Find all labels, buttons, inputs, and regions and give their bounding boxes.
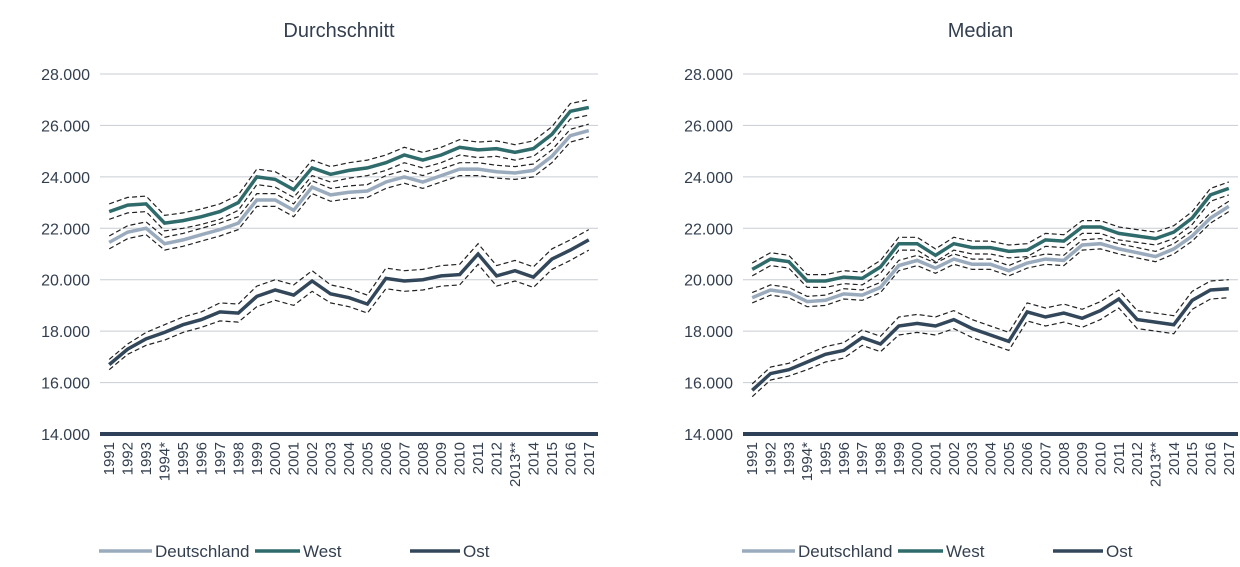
y-tick-label: 18.000 — [684, 324, 733, 341]
x-tick-label: 1995 — [818, 442, 835, 475]
x-tick-label: 2006 — [378, 442, 395, 475]
y-tick-label: 22.000 — [684, 221, 733, 238]
series-line — [751, 186, 1230, 283]
y-tick-label: 24.000 — [684, 170, 733, 187]
y-tick-label: 16.000 — [684, 376, 733, 393]
ci-upper — [751, 279, 1229, 385]
x-tick-label: 2006 — [1019, 442, 1036, 475]
x-tick-label: 1997 — [212, 442, 229, 475]
x-tick-label: 2000 — [909, 442, 926, 475]
legend-label: Ost — [463, 542, 490, 561]
ci-lower — [109, 114, 589, 232]
legend-label: Deutschland — [155, 542, 250, 561]
x-tick-label: 2017 — [1221, 442, 1238, 475]
x-tick-label: 1997 — [854, 442, 871, 475]
x-tick-label: 2002 — [946, 442, 963, 475]
x-tick-label: 1993 — [781, 442, 798, 475]
y-tick-label: 20.000 — [41, 273, 90, 290]
x-tick-label: 1996 — [836, 442, 853, 475]
x-tick-label: 1992 — [120, 442, 137, 475]
x-tick-label: 2015 — [1184, 442, 1201, 475]
ci-lower — [751, 211, 1230, 308]
x-tick-label: 1999 — [249, 442, 266, 475]
ci-lower — [108, 249, 590, 371]
y-tick-label: 16.000 — [41, 376, 90, 393]
x-tick-label: 2000 — [267, 442, 284, 475]
x-tick-label: 1991 — [744, 442, 761, 475]
chart-title: Durchschnitt — [283, 20, 395, 42]
x-tick-label: 2014 — [1166, 442, 1183, 475]
ci-lower — [751, 297, 1229, 398]
y-tick-label: 22.000 — [41, 221, 90, 238]
x-tick-label: 2011 — [470, 442, 487, 474]
x-tick-label: 2015 — [544, 442, 561, 475]
legend-label: Ost — [1106, 542, 1133, 561]
x-tick-label: 1994* — [157, 442, 174, 481]
series-line — [108, 128, 590, 246]
x-tick-label: 2007 — [396, 442, 413, 475]
x-tick-label: 1996 — [193, 442, 210, 475]
ci-upper — [751, 181, 1229, 276]
y-tick-label: 20.000 — [684, 273, 733, 290]
x-tick-label: 1998 — [873, 442, 890, 475]
x-tick-label: 2008 — [415, 442, 432, 475]
x-tick-label: 2004 — [983, 442, 1000, 475]
y-tick-label: 28.000 — [41, 67, 90, 84]
x-tick-label: 2009 — [1074, 442, 1091, 475]
legend-label: West — [946, 542, 985, 561]
chart-title: Median — [948, 20, 1014, 42]
y-tick-label: 28.000 — [684, 67, 733, 84]
x-tick-label: 2005 — [1001, 442, 1018, 475]
y-tick-label: 14.000 — [684, 427, 733, 444]
ci-upper — [109, 99, 589, 217]
x-tick-label: 2005 — [359, 442, 376, 475]
x-tick-label: 2008 — [1056, 442, 1073, 475]
x-tick-label: 2010 — [452, 442, 469, 475]
legend-label: West — [303, 542, 342, 561]
x-tick-label: 2016 — [562, 442, 579, 475]
y-tick-label: 26.000 — [41, 118, 90, 135]
series-line — [108, 238, 590, 366]
x-tick-label: 1999 — [891, 442, 908, 475]
x-tick-label: 1991 — [101, 442, 118, 475]
x-tick-label: 2011 — [1111, 442, 1128, 474]
x-tick-label: 2001 — [928, 442, 945, 475]
x-tick-label: 2010 — [1093, 442, 1110, 475]
series-line — [751, 204, 1230, 304]
x-tick-label: 2003 — [964, 442, 981, 475]
x-tick-label: 2001 — [286, 442, 303, 475]
x-tick-label: 2004 — [341, 442, 358, 475]
x-tick-label: 2016 — [1203, 442, 1220, 475]
x-tick-label: 1995 — [175, 442, 192, 475]
x-tick-label: 1993 — [138, 442, 155, 475]
ci-upper — [108, 229, 590, 360]
x-tick-label: 2007 — [1038, 442, 1055, 475]
x-tick-label: 2017 — [581, 442, 598, 475]
x-tick-label: 1998 — [230, 442, 247, 475]
ci-lower — [108, 136, 589, 251]
x-tick-label: 2012 — [489, 442, 506, 475]
x-tick-label: 2012 — [1129, 442, 1146, 475]
x-tick-label: 2013** — [1148, 442, 1165, 487]
y-tick-label: 24.000 — [41, 170, 90, 187]
x-tick-label: 2014 — [525, 442, 542, 475]
x-tick-label: 2003 — [323, 442, 340, 475]
x-tick-label: 2009 — [433, 442, 450, 475]
x-tick-label: 2013** — [507, 442, 524, 487]
series-line — [108, 105, 590, 225]
ci-lower — [751, 194, 1229, 288]
x-tick-label: 1992 — [763, 442, 780, 475]
legend-label: Deutschland — [798, 542, 893, 561]
y-tick-label: 18.000 — [41, 324, 90, 341]
y-tick-label: 14.000 — [41, 427, 90, 444]
ci-upper — [751, 200, 1230, 298]
x-tick-label: 2002 — [304, 442, 321, 475]
x-tick-label: 1994* — [799, 442, 816, 481]
y-tick-label: 26.000 — [684, 118, 733, 135]
ci-upper — [108, 123, 589, 238]
series-line — [751, 286, 1229, 392]
